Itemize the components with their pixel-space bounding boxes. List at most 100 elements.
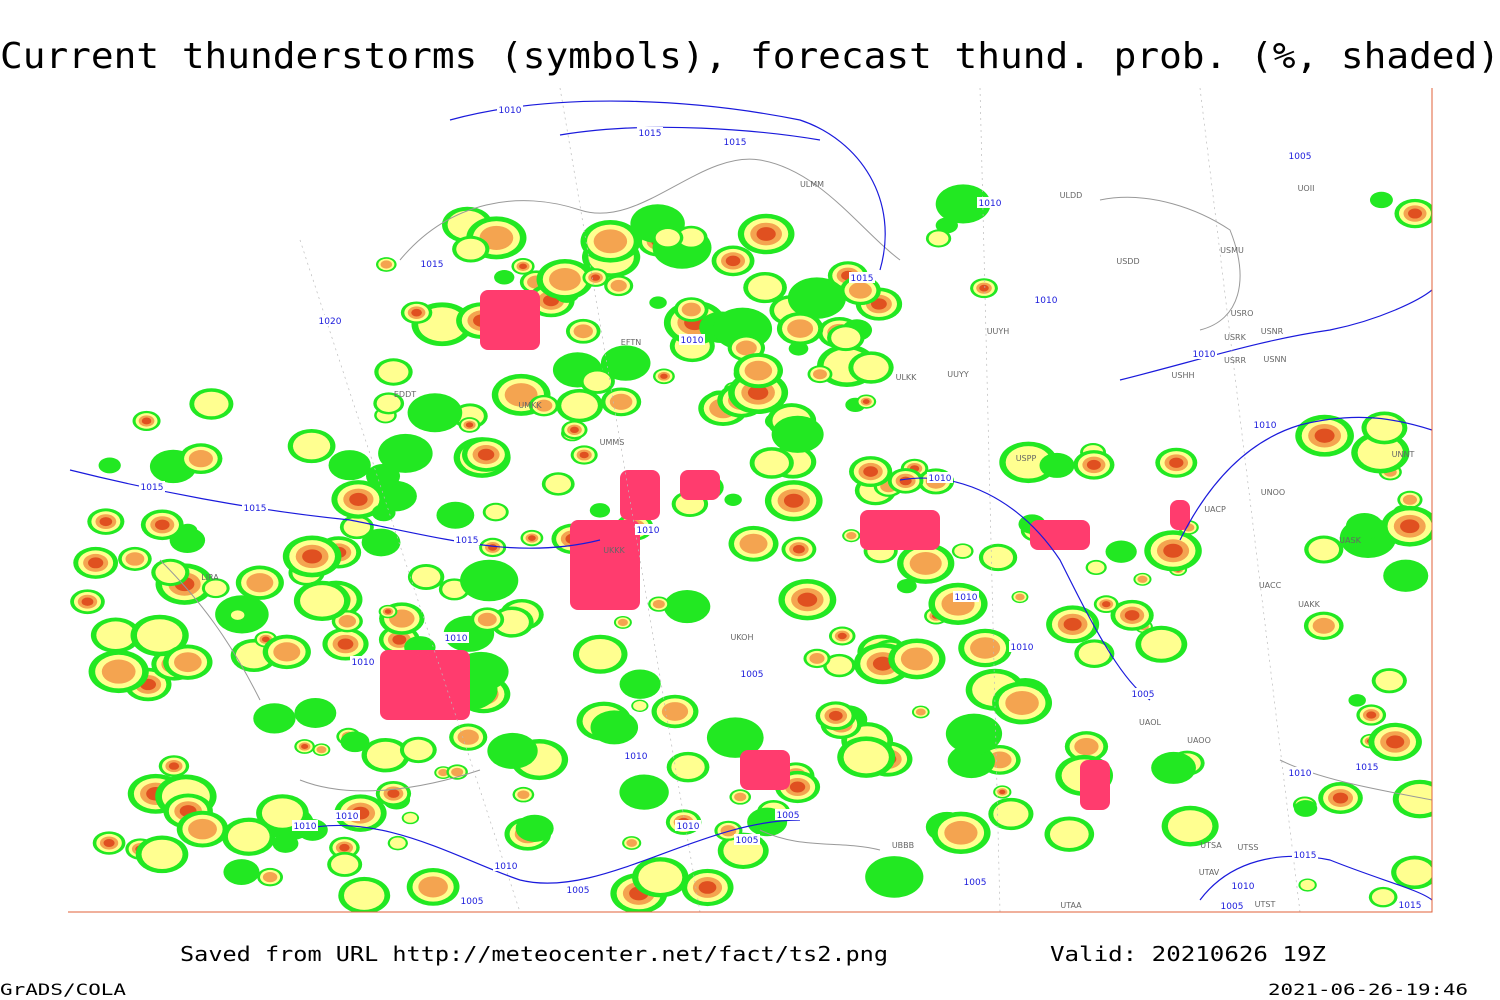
shade — [1386, 735, 1405, 749]
shade — [899, 476, 912, 486]
shade — [460, 559, 519, 602]
isobar-label: 1010 — [499, 106, 522, 116]
isobar-label: 1015 — [421, 260, 444, 270]
isobar-label: 1010 — [637, 526, 660, 536]
shade — [515, 814, 554, 842]
shade — [1141, 629, 1182, 659]
shade — [477, 612, 497, 627]
shade — [436, 501, 475, 529]
shade — [418, 876, 448, 898]
station-label: UACP — [1204, 505, 1226, 514]
shade — [1308, 538, 1340, 561]
shade — [371, 504, 396, 522]
station-label: USRR — [1224, 356, 1246, 365]
isobar — [449, 100, 886, 271]
thunderstorm-symbols — [1170, 500, 1190, 530]
isobar-label-box — [292, 820, 318, 831]
shade — [366, 741, 405, 769]
shade — [787, 277, 846, 319]
shade — [1086, 459, 1101, 470]
shade — [380, 260, 393, 269]
shade — [438, 769, 449, 777]
shade — [983, 546, 1014, 569]
isobar-label: 1010 — [352, 658, 375, 668]
thunderstorm-symbols — [1030, 520, 1090, 550]
shade — [1074, 737, 1099, 756]
isobar-label: 1005 — [1221, 902, 1244, 912]
shade — [1383, 559, 1429, 592]
shade — [98, 457, 121, 474]
shade — [361, 528, 401, 557]
shade — [797, 592, 818, 607]
shade — [970, 637, 1001, 659]
shade — [600, 345, 651, 381]
shade — [272, 834, 299, 853]
shade — [590, 710, 639, 745]
shade — [724, 493, 742, 507]
shade — [954, 545, 972, 558]
isobar-label: 1010 — [1035, 296, 1058, 306]
map-border — [68, 88, 1433, 913]
thunderstorm-symbols — [380, 650, 470, 720]
shade — [485, 504, 506, 520]
isobar-label-box — [334, 810, 360, 821]
isobar-label-box — [739, 668, 765, 679]
isobar-label: 1010 — [445, 634, 468, 644]
shade — [246, 573, 274, 593]
shade — [754, 450, 789, 476]
isobar-label: 1005 — [777, 811, 800, 821]
shade — [655, 229, 680, 247]
shade — [194, 391, 229, 417]
shade — [619, 669, 661, 699]
shade — [378, 361, 409, 383]
thunderstorm-symbols — [620, 470, 660, 520]
isobar-label-box — [637, 127, 663, 138]
shade — [573, 324, 593, 339]
shade — [813, 369, 827, 380]
shade — [1402, 494, 1417, 505]
shade — [1357, 436, 1404, 469]
shade — [337, 638, 354, 650]
probability-shading — [70, 184, 1432, 912]
isobar-label: 1005 — [741, 670, 764, 680]
shade — [734, 792, 747, 802]
station-label: USHH — [1172, 371, 1195, 380]
isobar-label: 1010 — [979, 199, 1002, 209]
shade — [261, 636, 270, 643]
shade — [1408, 208, 1422, 219]
shade — [735, 340, 757, 356]
shade — [638, 861, 683, 893]
isobar-label: 1010 — [1011, 643, 1034, 653]
shade — [865, 856, 924, 898]
station-label: USNR — [1261, 327, 1284, 336]
isobar-label-box — [1354, 761, 1380, 772]
shade — [188, 450, 213, 468]
coastlines — [159, 158, 1432, 851]
shade — [230, 610, 245, 620]
shade — [578, 638, 622, 670]
shade — [792, 545, 805, 554]
shade — [88, 557, 104, 569]
station-label: UTSS — [1238, 843, 1259, 852]
shade — [1366, 415, 1403, 441]
thunderstorm-symbols — [480, 290, 540, 350]
isobar-label-box — [1219, 900, 1245, 911]
shade — [1369, 191, 1393, 209]
shade — [1314, 428, 1335, 443]
shade — [389, 837, 406, 849]
isobar-label: 1010 — [929, 474, 952, 484]
shade — [739, 533, 768, 554]
shade — [155, 561, 186, 584]
shade — [945, 713, 1003, 754]
shade — [826, 656, 853, 675]
shade — [1396, 859, 1432, 886]
shade — [652, 599, 665, 609]
station-label: UKOH — [731, 633, 754, 642]
shade — [487, 732, 538, 769]
shade — [494, 270, 515, 285]
isobar-label: 1020 — [319, 317, 342, 327]
shade — [872, 656, 893, 671]
shade — [223, 859, 260, 885]
shade — [1167, 810, 1213, 843]
